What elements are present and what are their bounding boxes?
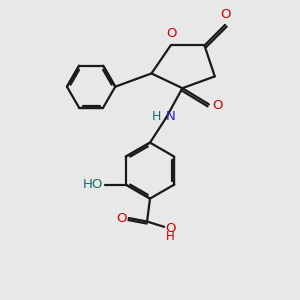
Text: N: N xyxy=(166,110,176,123)
Text: O: O xyxy=(220,8,230,21)
Text: HO: HO xyxy=(83,178,103,191)
Text: O: O xyxy=(166,27,176,40)
Text: O: O xyxy=(116,212,126,224)
Text: H: H xyxy=(152,110,161,123)
Text: O: O xyxy=(166,222,176,235)
Text: O: O xyxy=(212,99,223,112)
Text: H: H xyxy=(166,230,174,243)
